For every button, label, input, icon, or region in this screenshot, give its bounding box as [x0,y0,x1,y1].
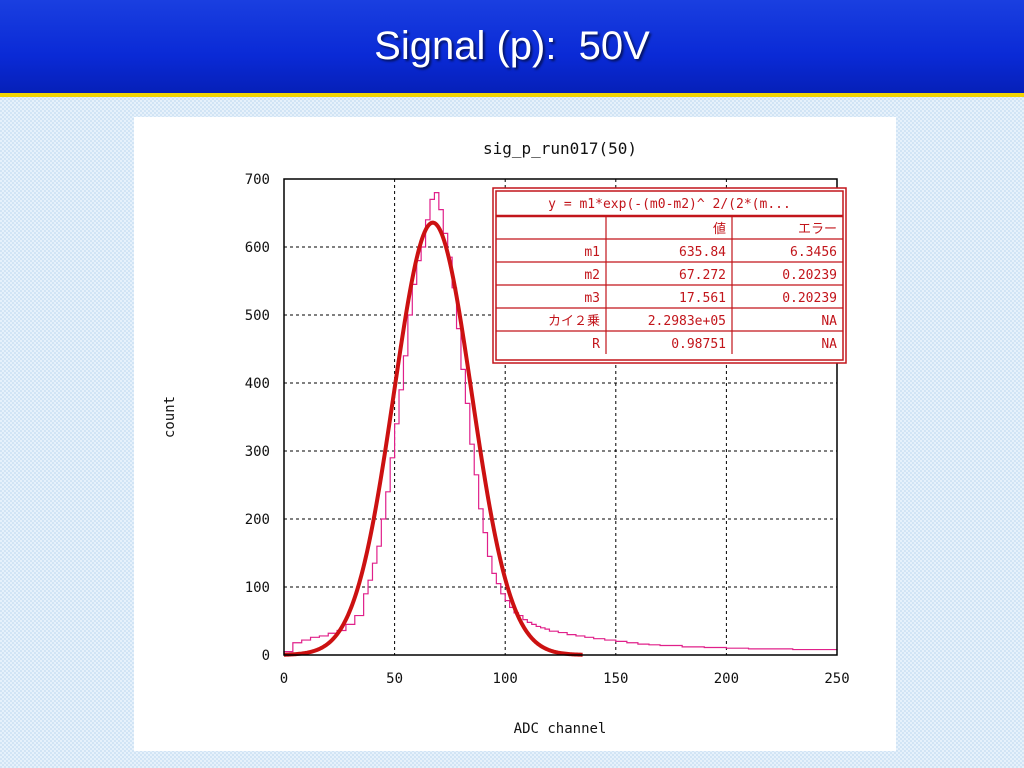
y-tick-label: 700 [245,172,270,188]
x-tick-label: 100 [493,671,518,687]
tick-labels: 0 50 100 150 200 250 0 100 200 300 400 500 600 700 [245,172,850,687]
y-tick-label: 500 [245,308,270,324]
fit-table-cell: 0.98751 [671,337,726,352]
plot-frame [283,178,838,656]
x-tick-label: 50 [386,671,403,687]
fit-table-cell: 0.20239 [782,291,837,306]
chart-svg: sig_p_run017(50) count ADC channel 0 50 10… [162,139,850,737]
fit-table-header-cell: 値 [713,221,726,237]
fit-table-cell: カイ２乗 [548,314,600,329]
fit-table-cell: 0.20239 [782,268,837,283]
fit-table-cell: m1 [584,245,600,260]
slide-title: Signal (p): 50V [374,24,650,68]
fit-table-inner-frame [495,190,844,361]
fit-table-cell: R [592,337,600,352]
fit-series [283,220,584,657]
x-tick-label: 150 [603,671,628,687]
fit-table-cell: 2.2983e+05 [648,314,726,329]
chart-title: sig_p_run017(50) [483,139,637,158]
y-tick-label: 600 [245,240,270,256]
fit-table-cell: 67.272 [679,268,726,283]
x-tick-label: 250 [824,671,849,687]
fit-table-cell: m3 [584,291,600,306]
fit-result-table: y = m1*exp(-(m0-m2)^ 2/(2*(m... 値 エラー m1 635… [492,187,847,364]
fit-formula: y = m1*exp(-(m0-m2)^ 2/(2*(m... [548,197,791,212]
fit-table-cell: NA [821,314,837,329]
y-tick-label: 100 [245,580,270,596]
fit-table-cell: 635.84 [679,245,726,260]
y-tick-label: 300 [245,444,270,460]
x-axis-label: ADC channel [514,721,607,737]
y-axis-label: count [162,396,178,438]
x-tick-label: 0 [280,671,288,687]
histogram-line [283,192,838,655]
fit-table-cell: NA [821,337,837,352]
fit-table-cell: m2 [584,268,600,283]
fit-table-header-cell: エラー [798,222,837,237]
y-tick-label: 400 [245,376,270,392]
y-tick-label: 200 [245,512,270,528]
histogram-series [283,192,838,655]
x-tick-label: 200 [714,671,739,687]
fit-table-cell: 17.561 [679,291,726,306]
chart-panel: sig_p_run017(50) count ADC channel 0 50 10… [134,117,896,751]
fit-table-cell: 6.3456 [790,245,837,260]
slide-title-bar: Signal (p): 50V [0,0,1024,97]
fit-curve [283,220,584,657]
y-tick-label: 0 [262,648,270,664]
